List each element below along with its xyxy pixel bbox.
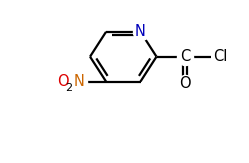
Text: N: N	[74, 74, 85, 89]
Text: C: C	[180, 49, 190, 64]
Text: O: O	[179, 76, 191, 91]
Text: N: N	[135, 24, 146, 39]
Text: Cl: Cl	[213, 49, 228, 64]
Text: 2: 2	[65, 83, 72, 93]
Text: O: O	[57, 74, 68, 89]
